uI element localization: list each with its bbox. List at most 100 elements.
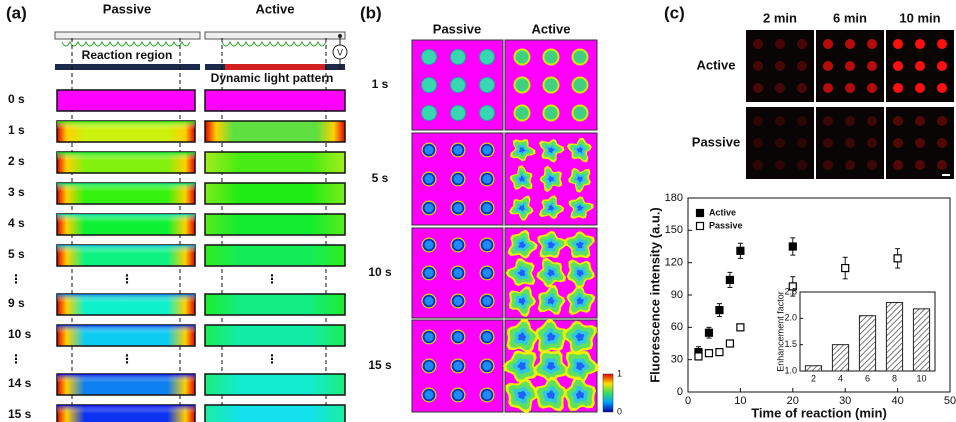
legend-marker xyxy=(697,223,704,230)
simulation-frame xyxy=(205,90,345,111)
ellipsis: ⋮ xyxy=(10,272,22,286)
droplet xyxy=(483,241,492,250)
droplet xyxy=(516,107,529,120)
fluorescent-spot xyxy=(845,116,855,126)
marker xyxy=(726,340,733,347)
fluorescent-spot xyxy=(867,39,877,49)
fluorescent-spot xyxy=(797,39,807,49)
fluorescent-spot xyxy=(753,39,763,49)
fluorescent-spot xyxy=(823,39,833,49)
time-label: 0 s xyxy=(8,92,25,106)
fluorescent-spot xyxy=(937,116,947,126)
y-tick-label: 150 xyxy=(665,224,683,236)
droplet xyxy=(483,391,492,400)
column-header: Passive xyxy=(433,21,481,36)
droplet xyxy=(483,297,492,306)
bar xyxy=(886,303,902,371)
ellipsis: ⋮ xyxy=(10,352,22,366)
marker xyxy=(726,276,733,283)
droplet xyxy=(454,362,463,371)
bar xyxy=(859,316,875,371)
legend-marker xyxy=(697,210,704,217)
droplet xyxy=(451,106,466,121)
y-tick-label: 1.0 xyxy=(784,365,797,375)
droplet xyxy=(425,241,434,250)
simulation-frame xyxy=(205,214,345,235)
fluorescent-spot xyxy=(753,83,763,93)
fluorescent-spot xyxy=(893,160,903,170)
y-axis-label: Fluorescence intensity (a.u.) xyxy=(647,207,662,383)
fluorescent-spot xyxy=(845,160,855,170)
bar xyxy=(832,345,848,371)
simulation-frame xyxy=(205,245,345,266)
marker xyxy=(789,243,796,250)
y-tick-label: 60 xyxy=(671,321,683,333)
droplet xyxy=(454,241,463,250)
y-tick-label: 30 xyxy=(671,354,683,366)
droplet xyxy=(480,50,495,65)
simulation-overlay xyxy=(57,405,195,422)
x-axis-label: Time of reaction (min) xyxy=(751,405,887,420)
y-tick-label: 0 xyxy=(677,386,683,398)
fluorescent-spot xyxy=(915,116,925,126)
droplet xyxy=(425,362,434,371)
ellipsis: ⋮ xyxy=(266,352,278,366)
x-tick-label: 10 xyxy=(916,373,926,383)
fluorescent-spot xyxy=(775,83,785,93)
fluorescent-spot xyxy=(797,116,807,126)
y-tick-label: 1.5 xyxy=(784,339,797,349)
fluorescent-spot xyxy=(775,39,785,49)
marker xyxy=(716,307,723,314)
fluorescent-spot xyxy=(915,39,925,49)
droplet xyxy=(545,79,558,92)
marker xyxy=(716,349,723,356)
droplet xyxy=(545,107,558,120)
droplet xyxy=(451,78,466,93)
marker xyxy=(705,329,712,336)
fluorescent-spot xyxy=(915,61,925,71)
droplet xyxy=(451,50,466,65)
droplet xyxy=(483,333,492,342)
fluorescent-spot xyxy=(867,116,877,126)
droplet xyxy=(425,146,434,155)
marker xyxy=(705,350,712,357)
fluorescent-spot xyxy=(823,116,833,126)
droplet xyxy=(422,50,437,65)
droplet xyxy=(454,391,463,400)
fluorescent-spot xyxy=(775,61,785,71)
fluorescent-spot xyxy=(753,160,763,170)
fluorescent-spot xyxy=(937,138,947,148)
ellipsis: ⋮ xyxy=(121,352,133,366)
droplet xyxy=(422,78,437,93)
time-label: 10 s xyxy=(8,327,32,341)
fluorescent-spot xyxy=(845,138,855,148)
fluorescent-spot xyxy=(937,160,947,170)
x-tick-label: 40 xyxy=(891,395,903,407)
simulation-overlay xyxy=(57,294,195,315)
simulation-overlay xyxy=(57,245,195,266)
simulation-overlay xyxy=(57,374,195,395)
fluorescent-spot xyxy=(797,138,807,148)
droplet xyxy=(574,79,587,92)
legend-label: Active xyxy=(709,207,736,217)
droplet xyxy=(425,204,434,213)
x-tick-label: 8 xyxy=(892,373,897,383)
marker xyxy=(842,265,849,272)
droplet xyxy=(483,362,492,371)
droplet xyxy=(483,146,492,155)
fluorescent-spot xyxy=(893,39,903,49)
droplet xyxy=(516,79,529,92)
x-tick-label: 2 xyxy=(811,373,816,383)
ellipsis: ⋮ xyxy=(266,272,278,286)
y-tick-label: 180 xyxy=(665,192,683,204)
fluorescent-spot xyxy=(867,83,877,93)
row-label: Active xyxy=(696,57,735,72)
fluorescent-spot xyxy=(867,138,877,148)
droplet xyxy=(454,175,463,184)
y-axis-label: Enhancement factor xyxy=(775,291,785,372)
column-header: 2 min xyxy=(763,10,797,25)
panel-label: (c) xyxy=(664,3,685,22)
time-label: 15 s xyxy=(8,407,32,421)
marker xyxy=(737,247,744,254)
droplet xyxy=(425,269,434,278)
